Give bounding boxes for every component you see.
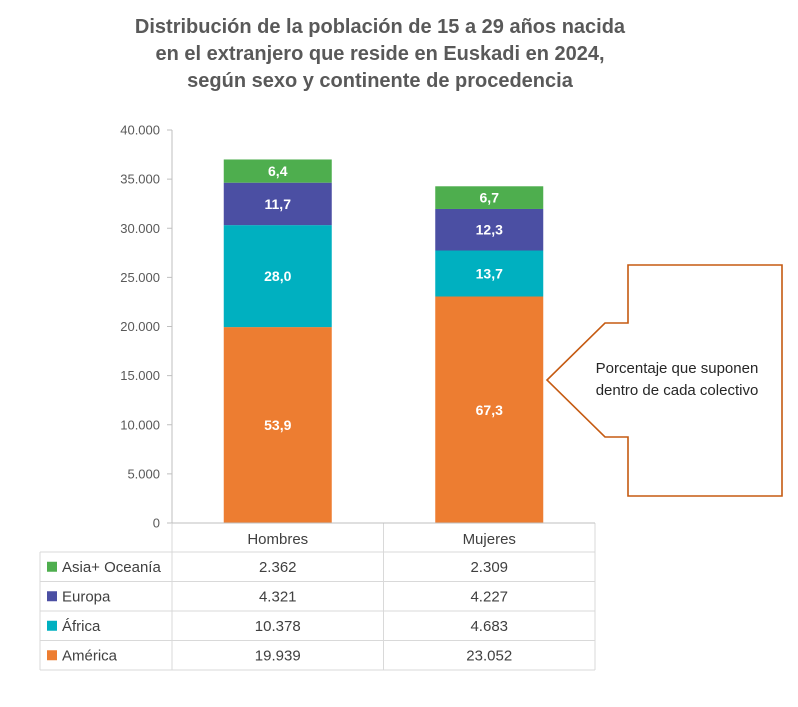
y-tick-label: 15.000	[120, 368, 160, 383]
y-tick-label: 20.000	[120, 319, 160, 334]
legend-label: América	[62, 647, 118, 664]
data-label: 67,3	[476, 402, 503, 418]
data-label: 28,0	[264, 268, 291, 284]
title-line-1: Distribución de la población de 15 a 29 …	[134, 16, 626, 38]
data-table: Hombres Mujeres Asia+ Oceanía 2.362 2.309 Eur…	[39, 522, 596, 671]
y-tick-label: 5.000	[127, 466, 160, 481]
legend-label: Europa	[62, 588, 111, 605]
y-tick-label: 30.000	[120, 221, 160, 236]
bar-segment	[435, 296, 544, 523]
bar-segment	[435, 250, 544, 297]
table-cell-value: 2.309	[470, 559, 508, 576]
legend-swatch	[47, 650, 57, 661]
y-tick-label: 0	[153, 516, 160, 531]
table-cell-value: 2.362	[259, 559, 297, 576]
title-line-2: en el extranjero que reside en Euskadi e…	[155, 43, 605, 65]
table-cell-value: 10.378	[255, 618, 301, 635]
bar-segment	[223, 182, 332, 226]
legend-label: África	[62, 618, 101, 635]
legend-swatch	[47, 620, 57, 631]
data-label: 6,7	[480, 190, 500, 206]
y-tick-label: 40.000	[120, 123, 160, 138]
title-line-3: según sexo y continente de procedencia	[187, 70, 573, 92]
y-tick-label: 10.000	[120, 417, 160, 432]
bar-segment	[435, 208, 544, 251]
callout-arrow-shape	[545, 264, 783, 497]
bar-segment	[435, 186, 544, 209]
data-label: 11,7	[265, 196, 292, 212]
x-tick-label: Hombres	[247, 531, 308, 548]
legend-label: Asia+ Oceanía	[62, 559, 161, 576]
table-cell-value: 4.227	[470, 588, 508, 605]
y-axis: 0 5.000 10.000 15.000 20.000 25.000 30.000 35.0…	[120, 123, 173, 531]
table-cell-value: 19.939	[255, 647, 301, 664]
bars: 53,9 28,0 11,7 6,4 67,3 13,7 12,3 6,7	[223, 159, 544, 523]
table-cell-value: 4.321	[259, 588, 297, 605]
callout-box: Porcentaje que suponen dentro de cada col…	[545, 264, 783, 497]
data-label: 53,9	[264, 417, 291, 433]
y-tick-label: 35.000	[120, 172, 160, 187]
data-label: 6,4	[268, 163, 288, 179]
y-tick-label: 25.000	[120, 270, 160, 285]
bar-segment	[223, 327, 332, 523]
callout-text-line: Porcentaje que suponen	[596, 360, 759, 377]
legend-swatch	[47, 591, 57, 602]
callout-text-line: dentro de cada colectivo	[596, 382, 759, 399]
x-tick-label: Mujeres	[463, 531, 516, 548]
data-label: 13,7	[476, 266, 503, 282]
chart-title: Distribución de la población de 15 a 29 …	[60, 14, 700, 95]
table-cell-value: 4.683	[470, 618, 508, 635]
data-label: 12,3	[476, 222, 503, 238]
legend-swatch	[47, 561, 57, 572]
bar-segment	[223, 225, 332, 328]
bar-segment	[223, 159, 332, 183]
table-cell-value: 23.052	[466, 647, 512, 664]
